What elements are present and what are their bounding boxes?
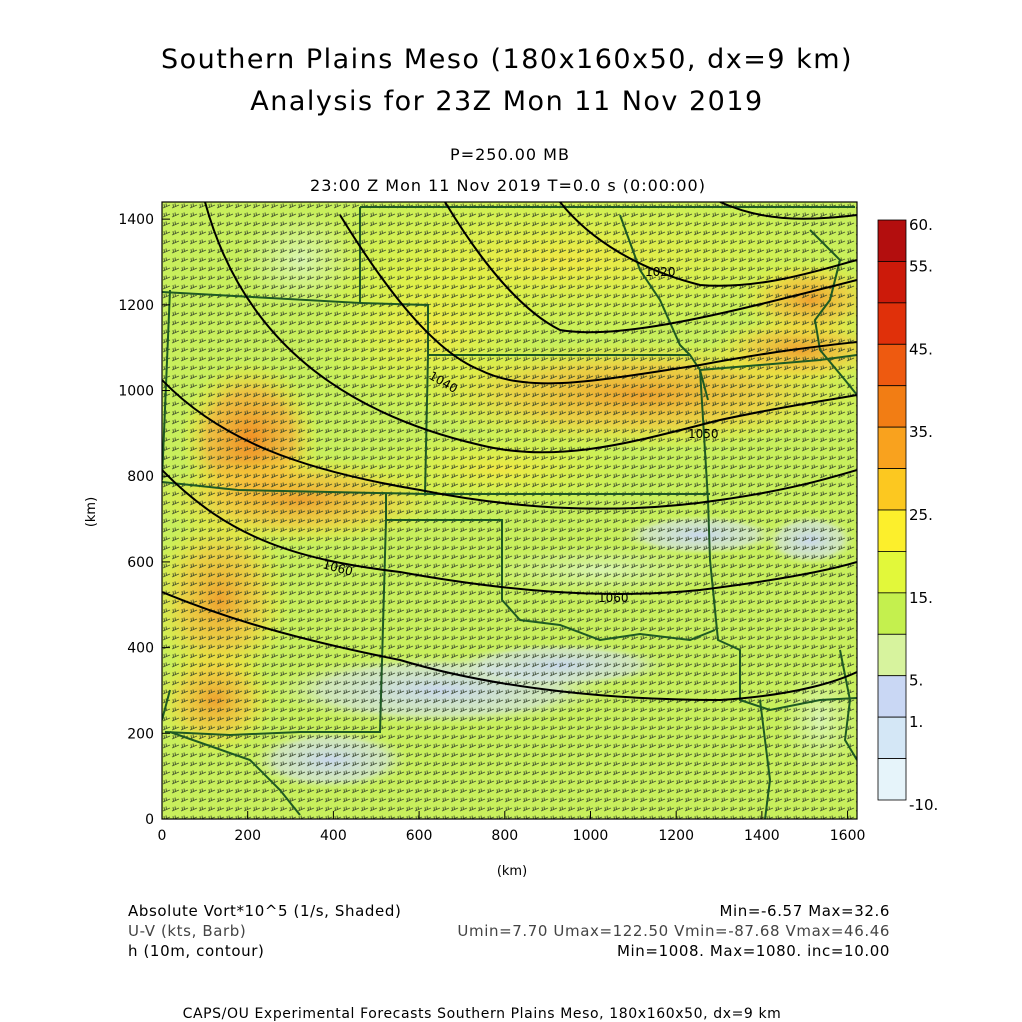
colorbar-swatch (877, 758, 907, 801)
field1-stats: Min=-6.57 Max=32.6 (719, 902, 890, 920)
y-tick-label: 800 (127, 469, 154, 485)
x-tick-label: 400 (320, 828, 347, 844)
colorbar-swatch (877, 551, 907, 594)
colorbar-swatch (877, 385, 907, 428)
x-tick-label: 600 (406, 828, 433, 844)
contour-label: 1050 (688, 427, 719, 441)
colorbar-swatch (877, 343, 907, 387)
colorbar-swatch (877, 302, 907, 345)
field1-name: Absolute Vort*10^5 (1/s, Shaded) (128, 902, 402, 920)
credit-line: CAPS/OU Experimental Forecasts Southern … (182, 1006, 782, 1022)
y-tick-label: 400 (127, 641, 154, 657)
title-line-1: Southern Plains Meso (180x160x50, dx=9 k… (160, 44, 854, 75)
colorbar-swatch (877, 509, 907, 552)
colorbar-swatch (877, 468, 907, 511)
colorbar-swatch (877, 219, 907, 262)
vorticity-shading (162, 202, 857, 819)
x-tick-label: 1000 (573, 828, 609, 844)
colorbar-label: 35. (909, 423, 933, 441)
y-axis-label: (km) (84, 497, 99, 527)
colorbar-label: 15. (909, 589, 933, 607)
colorbar-label: 25. (909, 506, 933, 524)
y-tick-label: 1000 (118, 384, 154, 400)
x-tick-label: 1600 (830, 828, 866, 844)
colorbar: 60. 55. 45. 35. 25. 15. 5. 1. -10. (877, 216, 938, 814)
x-tick-label: 200 (234, 828, 261, 844)
colorbar-label: -10. (909, 796, 938, 814)
y-axis: 0 200 400 600 800 1000 1200 1400 (118, 212, 170, 828)
x-tick-label: 1400 (744, 828, 780, 844)
colorbar-swatch (877, 716, 907, 759)
level-label: P=250.00 MB (450, 145, 570, 164)
colorbar-swatch (877, 426, 907, 469)
x-tick-label: 0 (158, 828, 167, 844)
field3-stats: Min=1008. Max=1080. inc=10.00 (616, 942, 890, 960)
colorbar-label: 5. (909, 672, 923, 690)
field2-stats: Umin=7.70 Umax=122.50 Vmin=-87.68 Vmax=4… (457, 922, 890, 940)
x-axis: 0 200 400 600 800 1000 1200 1400 1600 (158, 811, 866, 844)
y-tick-label: 1200 (118, 298, 154, 314)
x-axis-label: (km) (497, 864, 527, 879)
plot-frame (161, 201, 858, 820)
height-contours (162, 202, 857, 702)
time-label: 23:00 Z Mon 11 Nov 2019 T=0.0 s (0:00:00… (310, 176, 706, 195)
colorbar-swatch (877, 261, 907, 304)
colorbar-label: 55. (909, 257, 933, 275)
x-tick-label: 800 (491, 828, 518, 844)
y-tick-label: 0 (145, 812, 154, 828)
colorbar-swatch (877, 592, 907, 635)
x-tick-label: 1200 (658, 828, 694, 844)
colorbar-label: 45. (909, 340, 933, 358)
colorbar-swatch (877, 633, 907, 677)
y-tick-label: 200 (127, 726, 154, 742)
y-tick-label: 600 (127, 555, 154, 571)
field3-name: h (10m, contour) (128, 942, 265, 960)
colorbar-label: 1. (909, 713, 923, 731)
contour-label: 1020 (645, 265, 676, 279)
field2-name: U-V (kts, Barb) (128, 922, 247, 940)
y-tick-label: 1400 (118, 212, 154, 228)
colorbar-label: 60. (909, 216, 933, 234)
contour-label: 1060 (598, 591, 629, 605)
colorbar-swatch (877, 675, 907, 718)
title-line-2: Analysis for 23Z Mon 11 Nov 2019 (250, 86, 764, 117)
